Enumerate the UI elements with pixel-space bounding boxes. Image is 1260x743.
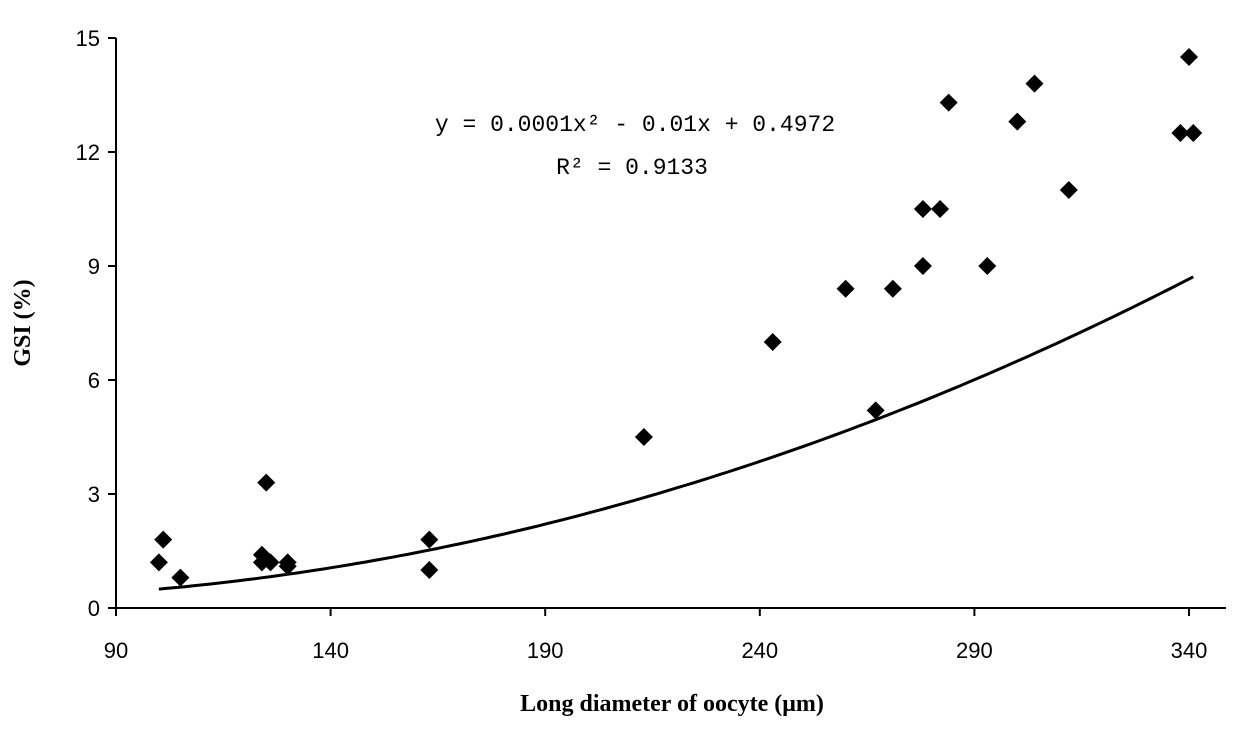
data-point bbox=[913, 257, 932, 275]
x-tick-label: 140 bbox=[312, 638, 349, 663]
axes bbox=[115, 38, 1226, 609]
data-point bbox=[866, 401, 885, 420]
y-tick-label: 0 bbox=[88, 596, 100, 621]
data-point bbox=[420, 561, 439, 579]
x-axis-title: Long diameter of oocyte (μm) bbox=[520, 691, 824, 717]
data-point bbox=[1008, 112, 1027, 131]
data-point bbox=[978, 257, 997, 275]
data-point bbox=[1180, 48, 1198, 66]
ticks: 0 3 6 9 12 15 90 140 190 240 290 340 bbox=[76, 26, 1208, 663]
y-tick-label: 6 bbox=[88, 368, 100, 393]
y-tick-label: 15 bbox=[76, 26, 100, 51]
data-point bbox=[836, 279, 855, 298]
x-tick-label: 190 bbox=[527, 638, 564, 663]
data-point bbox=[1025, 74, 1044, 93]
data-point bbox=[261, 553, 280, 572]
x-tick-label: 240 bbox=[741, 638, 778, 663]
data-point bbox=[171, 568, 190, 587]
data-point bbox=[278, 557, 297, 576]
x-tick-label: 90 bbox=[104, 638, 128, 663]
data-point bbox=[420, 530, 439, 549]
trendline-equation: y = 0.0001x² - 0.01x + 0.4972 bbox=[435, 112, 835, 138]
x-tick-label: 340 bbox=[1171, 638, 1208, 663]
data-point bbox=[931, 200, 950, 218]
trendline bbox=[158, 275, 1194, 591]
data-point bbox=[154, 530, 173, 549]
y-tick-label: 12 bbox=[76, 140, 100, 165]
data-point bbox=[1171, 124, 1190, 142]
data-point bbox=[1059, 181, 1078, 199]
data-points bbox=[149, 48, 1203, 587]
data-point bbox=[149, 553, 168, 572]
data-point bbox=[883, 279, 902, 298]
data-point bbox=[939, 93, 958, 112]
data-point bbox=[634, 428, 653, 446]
data-point bbox=[1184, 124, 1203, 142]
data-point bbox=[257, 473, 276, 492]
y-axis-title: GSI (%) bbox=[10, 279, 36, 366]
data-point bbox=[913, 200, 932, 218]
y-tick-label: 9 bbox=[88, 254, 100, 279]
r-squared-label: R² = 0.9133 bbox=[556, 155, 708, 181]
data-point bbox=[763, 333, 782, 351]
y-tick-label: 3 bbox=[88, 482, 100, 507]
x-tick-label: 290 bbox=[956, 638, 993, 663]
